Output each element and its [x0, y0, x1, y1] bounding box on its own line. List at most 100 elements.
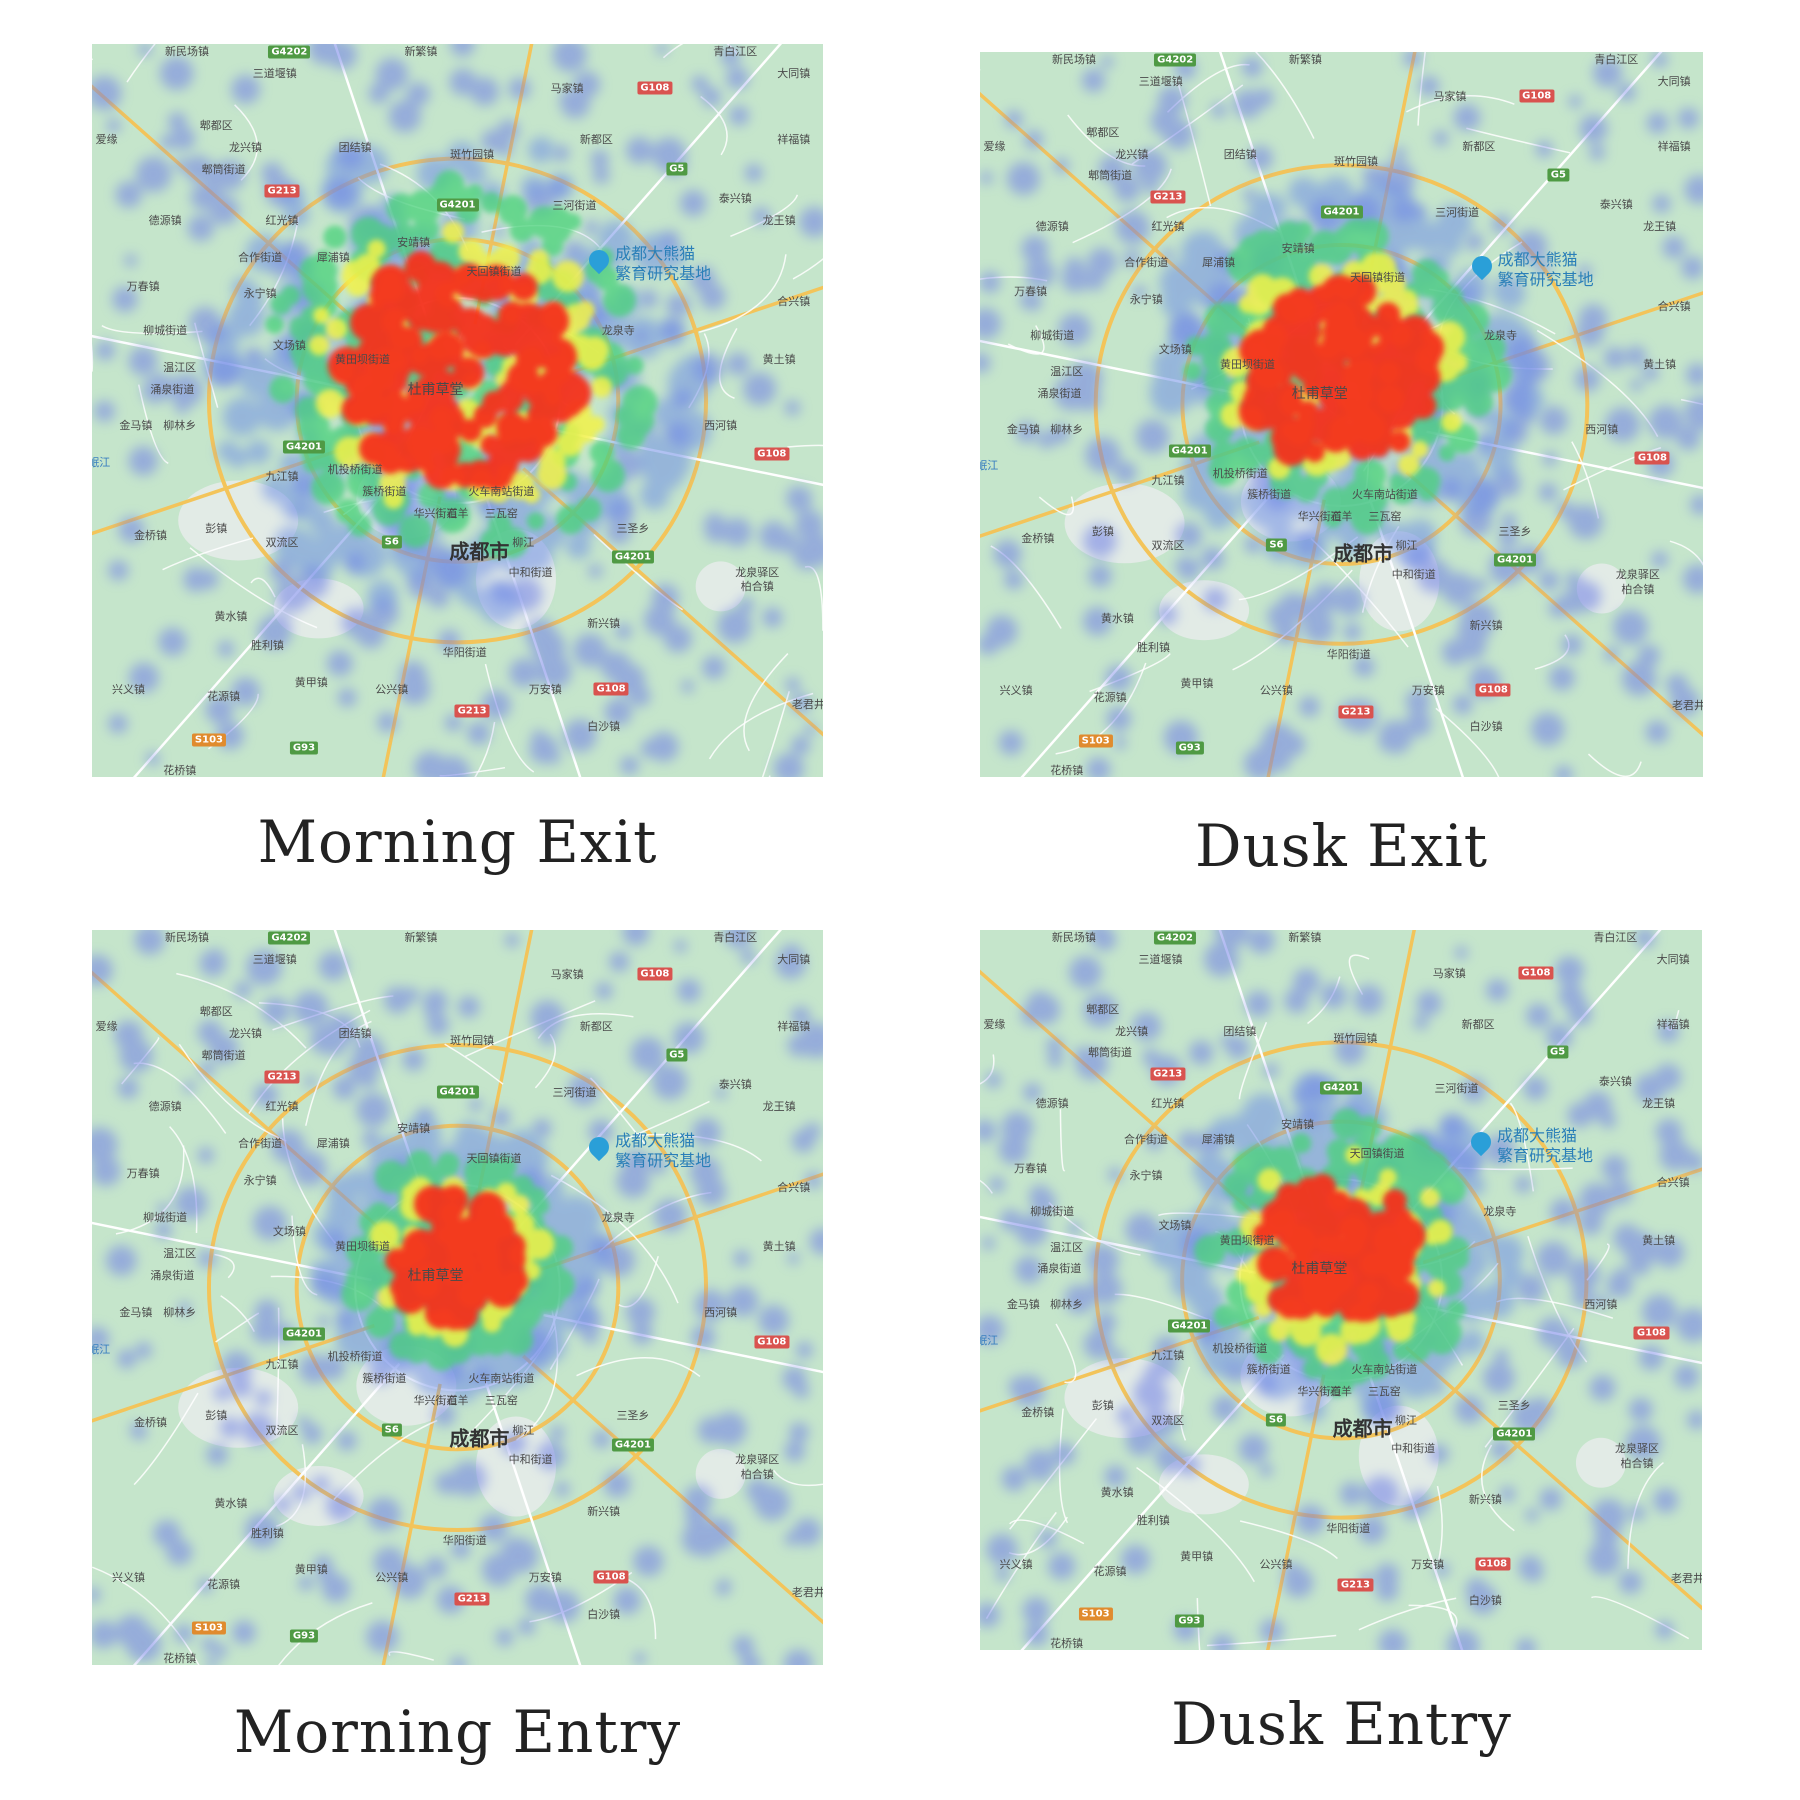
town-label: 青白江区: [1593, 931, 1638, 945]
panda-base-poi: 成都大熊猫 繁育研究基地: [1466, 1126, 1593, 1166]
town-label: 红光镇: [265, 213, 299, 227]
town-label: 新兴镇: [1469, 618, 1503, 632]
map-svg: [92, 44, 823, 777]
town-label: 祥福镇: [777, 133, 811, 147]
town-label: 文场镇: [272, 1225, 306, 1239]
town-label: 柏合镇: [740, 1467, 774, 1481]
highway-shield: S103: [191, 733, 226, 747]
town-label: 永宁镇: [243, 287, 277, 301]
heatmap-morning-exit: 新民场镇 三道堰镇 郫都区 龙兴镇 郫筒街道 红光镇 德源镇 合作街道 万春镇 永宁镇 柳城街道 温江…: [92, 44, 823, 777]
town-label: 青白江区: [713, 931, 758, 945]
highway-shield: G5: [1547, 1045, 1569, 1059]
town-label: 柳城街道: [1030, 328, 1075, 342]
town-label: 胜利镇: [250, 639, 284, 653]
town-label: 三瓦窑: [484, 507, 518, 521]
town-label: 簇桥街道: [362, 1372, 407, 1386]
heatmap-layer: [92, 930, 823, 1665]
town-label: 老君井: [791, 697, 823, 711]
town-label: 红光镇: [1151, 1096, 1185, 1110]
town-label: 九江镇: [1151, 1348, 1185, 1362]
town-label: 中和街道: [1391, 568, 1436, 581]
heatmap-layer: [92, 44, 823, 777]
town-label: 德源镇: [1035, 220, 1069, 233]
town-label: 天回镇街道: [1349, 1147, 1405, 1161]
urban-area: [475, 1416, 556, 1517]
town-label: 新民场镇: [1051, 53, 1096, 67]
town-label: 万春镇: [126, 279, 160, 293]
poi-label-line2: 繁育研究基地: [1496, 1146, 1593, 1165]
town-label: 黄田坝街道: [1220, 357, 1275, 371]
town-label: 大同镇: [1656, 952, 1690, 966]
town-label: 安靖镇: [397, 1122, 431, 1136]
town-label: 新繁镇: [1288, 931, 1322, 945]
town-label: 簇桥街道: [362, 485, 407, 499]
urban-area: [695, 1448, 746, 1499]
town-label: 花桥镇: [163, 763, 197, 777]
town-label: 团结镇: [1223, 147, 1257, 161]
highway-shield: G213: [1338, 705, 1374, 719]
town-label: 花源镇: [1093, 1564, 1127, 1578]
town-label: 柏合镇: [1621, 582, 1655, 596]
town-label: 花源镇: [1093, 691, 1127, 705]
highway-shield: G4201: [1493, 1427, 1536, 1441]
town-label: 机投桥街道: [1212, 1341, 1268, 1355]
map-svg: [980, 52, 1703, 777]
town-label: 黄土镇: [762, 1240, 796, 1254]
town-label: 三道堰镇: [1138, 952, 1183, 966]
town-label: 龙泉驿区: [1615, 1442, 1660, 1456]
town-label: 文场镇: [1158, 1219, 1192, 1233]
map-pin-icon: [1466, 1127, 1496, 1157]
town-label: 中和街道: [508, 565, 553, 579]
town-label: 柳江: [512, 536, 535, 550]
town-label: 石羊: [1330, 510, 1353, 523]
highway-shield: G108: [1634, 451, 1670, 465]
town-label: 华兴街道: [413, 1394, 458, 1408]
town-label: 机投桥街道: [327, 463, 383, 477]
town-label: 金马镇: [119, 419, 153, 433]
highway-shield: G4202: [1153, 931, 1196, 945]
heatmap-layer: [980, 930, 1702, 1650]
city-label: 成都市: [449, 539, 510, 564]
town-label: 合兴镇: [777, 1181, 811, 1195]
town-label: 青白江区: [1594, 53, 1639, 67]
town-label: 涌泉街道: [1037, 1262, 1082, 1276]
town-label: 三河街道: [1434, 1082, 1479, 1096]
town-label: 柳江: [1395, 539, 1418, 552]
town-label: 天回镇街道: [466, 265, 522, 279]
town-label: 合兴镇: [1657, 299, 1691, 313]
town-label: 爱缘: [983, 1017, 1006, 1031]
town-label: 西河镇: [1584, 1298, 1618, 1312]
town-label: 郫筒街道: [201, 1048, 246, 1062]
town-label: 永宁镇: [1129, 292, 1163, 306]
town-label: 新兴镇: [587, 617, 621, 631]
town-label: 合兴镇: [1656, 1176, 1690, 1189]
town-label: 龙兴镇: [1115, 1024, 1149, 1038]
town-label: 花桥镇: [1050, 763, 1084, 777]
highway-shield: G4202: [268, 931, 311, 945]
map-pin-icon: [1467, 251, 1496, 280]
town-label: 永宁镇: [243, 1173, 277, 1187]
town-label: 安靖镇: [397, 235, 431, 249]
heatmap-dusk-entry: 新民场镇 三道堰镇 郫都区 龙兴镇 郫筒街道 红光镇 德源镇 合作街道 万春镇 永宁镇 柳城街道 温江…: [980, 930, 1702, 1650]
town-label: 新繁镇: [404, 45, 438, 59]
town-label: 三河街道: [552, 1085, 597, 1099]
highway-shield: G108: [1633, 1326, 1669, 1340]
town-label: 新民场镇: [165, 45, 210, 59]
town-label: 万安镇: [528, 683, 562, 697]
town-label: 柏合镇: [1620, 1456, 1654, 1470]
caption-morning-entry: Morning Entry: [233, 1698, 682, 1766]
landmark-label: 杜甫草堂: [1291, 385, 1348, 402]
town-label: 新兴镇: [587, 1504, 621, 1518]
town-label: 泰兴镇: [718, 1078, 752, 1092]
town-label: 火车南站街道: [1351, 1363, 1418, 1377]
highway-shield: G5: [666, 162, 688, 176]
town-label: 郫都区: [199, 1004, 233, 1018]
town-label: 马家镇: [550, 81, 584, 95]
highway-shield: G108: [1519, 89, 1555, 102]
town-label: 公兴镇: [375, 683, 409, 697]
town-label: 万安镇: [528, 1570, 562, 1584]
town-label: 斑竹园镇: [1333, 154, 1378, 168]
town-label: 黄土镇: [1642, 1233, 1676, 1247]
town-label: 机投桥街道: [1212, 466, 1268, 480]
town-label: 柳城街道: [1030, 1204, 1075, 1218]
